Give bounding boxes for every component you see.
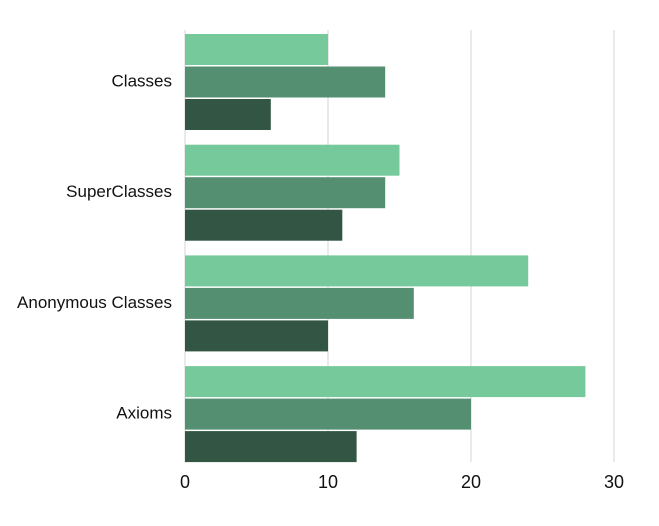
- x-tick-label: 10: [318, 472, 338, 492]
- bar: [185, 177, 386, 209]
- category-labels: Classes SuperClasses Anonymous Classes Axio…: [17, 71, 172, 422]
- bar: [185, 255, 529, 287]
- bar: [185, 209, 343, 241]
- bar: [185, 66, 386, 98]
- category-label: Anonymous Classes: [17, 293, 172, 312]
- bar: [185, 320, 328, 352]
- bar: [185, 366, 586, 398]
- x-tick-label: 0: [180, 472, 190, 492]
- bar: [185, 398, 471, 430]
- category-label: Classes: [112, 71, 172, 90]
- bar: [185, 144, 400, 176]
- x-tick-label: 30: [604, 472, 624, 492]
- bar: [185, 99, 271, 130]
- bar: [185, 34, 328, 65]
- category-label: SuperClasses: [66, 182, 172, 201]
- category-label: Axioms: [116, 404, 172, 423]
- x-tick-label: 20: [461, 472, 481, 492]
- bar: [185, 431, 357, 463]
- bars: [185, 34, 586, 463]
- x-tick-labels: 0 10 20 30: [180, 472, 624, 492]
- bar: [185, 287, 414, 319]
